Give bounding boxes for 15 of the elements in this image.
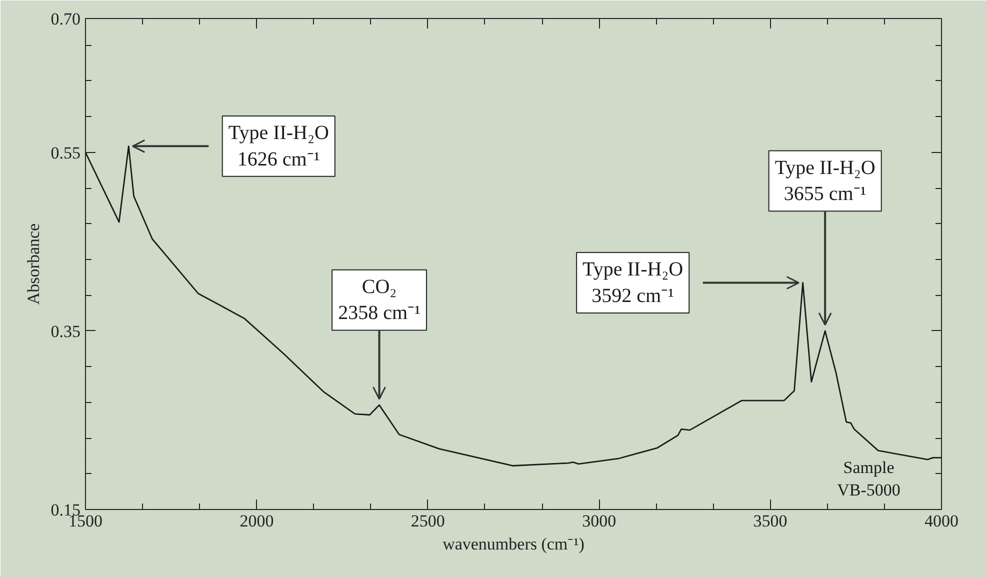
- annotation: Type II-H₂O 3655 cm⁻¹: [774, 156, 876, 206]
- x-tick-label: 3000: [582, 512, 616, 530]
- y-tick-label: 0.70: [50, 10, 80, 28]
- x-tick-label: 2000: [240, 512, 274, 530]
- y-tick-label: 0.55: [50, 143, 80, 162]
- x-tick-label: 2500: [410, 512, 445, 530]
- x-tick-label: 3500: [753, 512, 788, 530]
- x-tick-label: 4000: [924, 512, 958, 530]
- annotation: CO₂ 2358 cm⁻¹: [338, 276, 420, 324]
- x-axis-title: wavenumbers (cm⁻¹): [442, 534, 584, 554]
- annotation: Type II-H₂O 3592 cm⁻¹: [582, 258, 684, 307]
- annotation: Type II-H₂O 1626 cm⁻¹: [228, 122, 329, 170]
- annotation: Sample VB-5000: [837, 458, 900, 500]
- y-tick-label: 0.35: [50, 322, 80, 341]
- y-axis-title: Absorbance: [24, 223, 43, 305]
